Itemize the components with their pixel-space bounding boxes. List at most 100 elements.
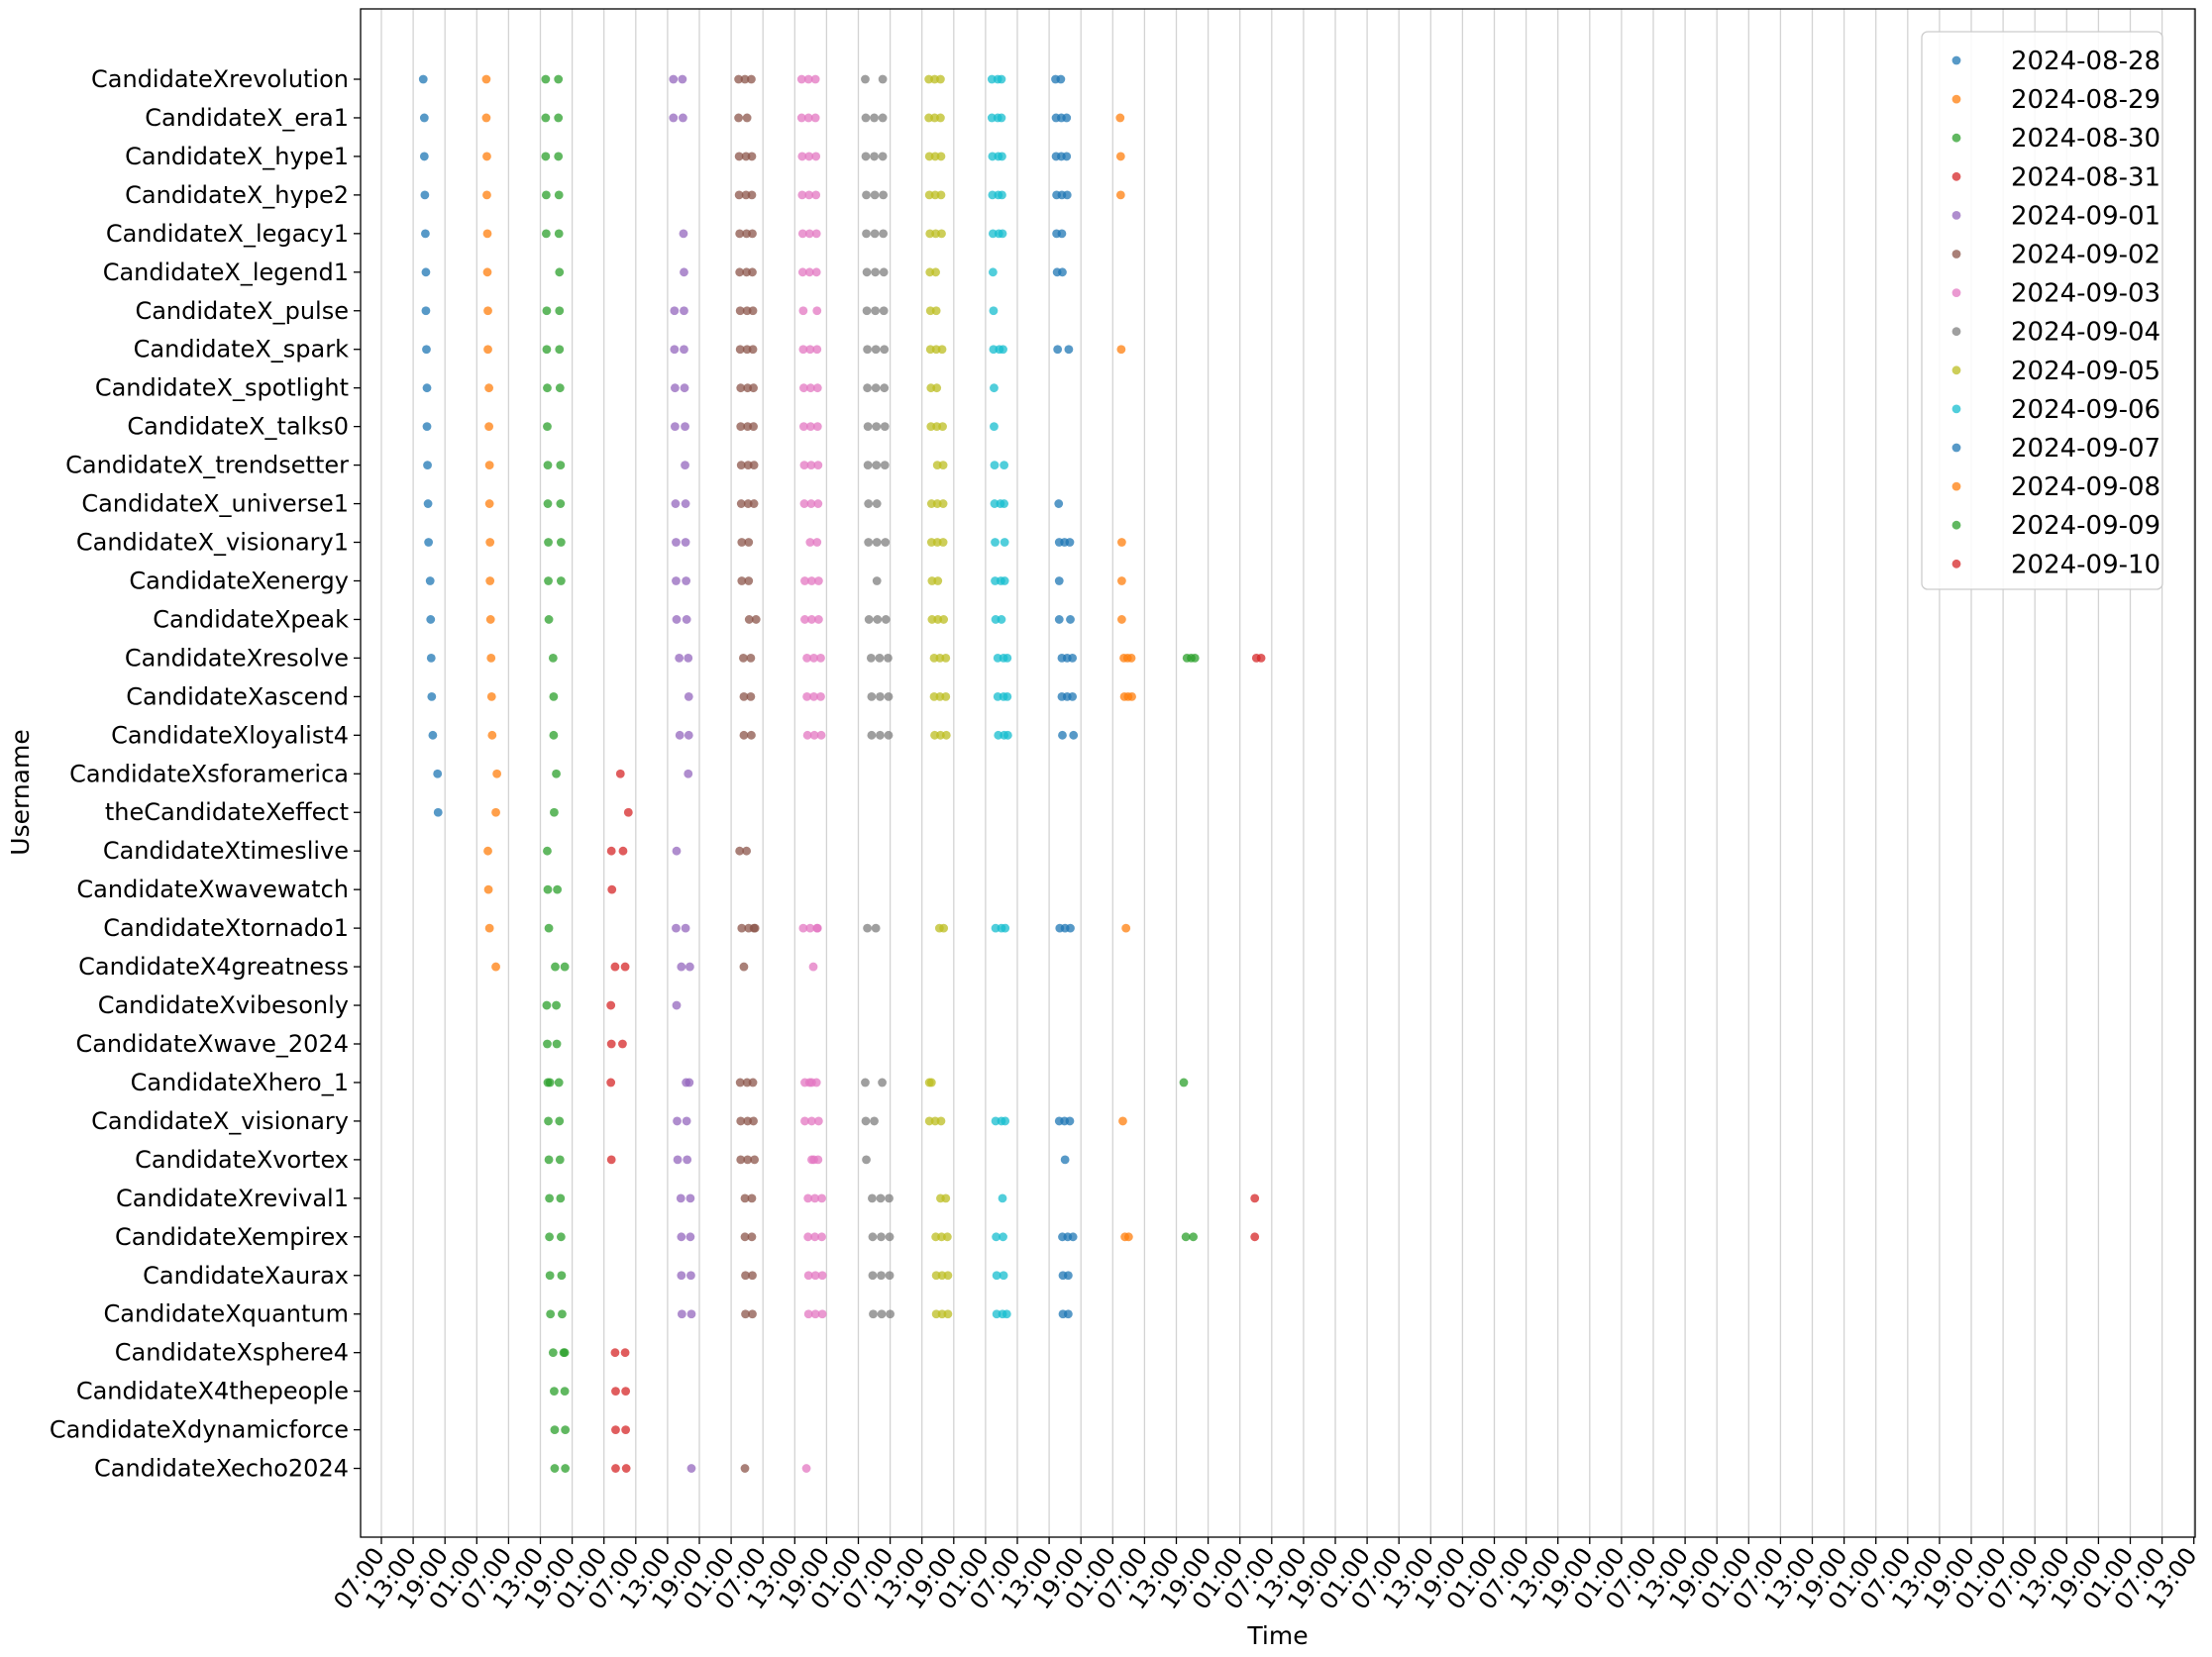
data-point xyxy=(1116,345,1126,355)
legend-box xyxy=(1921,31,2163,590)
data-point xyxy=(871,306,881,316)
data-point xyxy=(736,422,746,432)
data-point xyxy=(484,923,494,933)
data-point xyxy=(545,1193,554,1203)
data-point xyxy=(541,229,551,239)
data-point xyxy=(805,422,815,432)
data-point xyxy=(1127,691,1136,701)
data-point xyxy=(862,229,871,239)
data-point xyxy=(879,306,889,316)
data-point xyxy=(938,422,947,432)
legend-label: 2024-09-04 xyxy=(2011,318,2160,348)
legend-label: 2024-09-05 xyxy=(2011,357,2160,386)
data-point xyxy=(877,1232,886,1242)
data-point xyxy=(680,306,688,316)
data-point xyxy=(618,846,628,856)
data-point xyxy=(799,461,809,469)
data-point xyxy=(555,383,565,393)
data-point xyxy=(677,962,686,972)
data-point xyxy=(685,962,694,972)
data-point xyxy=(939,923,949,933)
legend-label: 2024-09-08 xyxy=(2011,472,2160,502)
y-axis-ticks: CandidateXrevolution CandidateX_era1 Candi… xyxy=(50,65,361,1483)
data-point xyxy=(871,345,881,355)
data-point xyxy=(810,1309,820,1319)
legend-marker xyxy=(1951,288,1961,297)
data-point xyxy=(800,1116,809,1126)
data-point xyxy=(866,654,876,663)
data-point xyxy=(736,499,746,508)
data-point xyxy=(750,923,760,933)
data-point xyxy=(484,383,494,393)
data-point xyxy=(483,345,492,355)
y-tick-label: CandidateXdynamicforce xyxy=(50,1416,349,1444)
data-point xyxy=(541,74,551,84)
data-point xyxy=(620,1348,630,1358)
legend-label: 2024-09-07 xyxy=(2011,434,2160,464)
data-point xyxy=(554,229,564,239)
y-axis-label: Username xyxy=(6,729,35,855)
legend-marker xyxy=(1951,520,1961,530)
data-point xyxy=(560,1387,570,1397)
data-point xyxy=(1001,923,1010,933)
y-tick-label: CandidateXenergy xyxy=(129,567,349,594)
data-point xyxy=(554,74,564,84)
data-point xyxy=(670,383,680,393)
data-point xyxy=(555,345,565,355)
data-point xyxy=(734,113,743,123)
data-point xyxy=(813,461,823,469)
data-point xyxy=(805,345,815,355)
data-point xyxy=(876,691,885,701)
legend-label: 2024-09-01 xyxy=(2011,201,2160,231)
data-point xyxy=(748,1271,757,1281)
data-point xyxy=(813,1155,823,1165)
data-point xyxy=(736,1116,746,1126)
data-point xyxy=(804,229,814,239)
data-point xyxy=(491,962,500,972)
data-point xyxy=(621,1425,631,1434)
data-point xyxy=(681,499,690,508)
data-point xyxy=(740,74,750,84)
data-point xyxy=(482,267,492,277)
data-point xyxy=(808,962,818,972)
plot-frame xyxy=(360,8,2196,1538)
data-point xyxy=(805,383,815,393)
data-point xyxy=(861,152,871,161)
data-point xyxy=(684,691,693,701)
data-point xyxy=(685,1193,695,1203)
data-point xyxy=(491,807,500,817)
y-tick-label: CandidateX_hype1 xyxy=(125,143,349,170)
data-point xyxy=(871,383,881,393)
data-point xyxy=(744,615,754,624)
data-point xyxy=(541,152,551,161)
data-point xyxy=(798,306,808,316)
data-point xyxy=(485,538,495,547)
data-point xyxy=(554,152,564,161)
data-point xyxy=(555,267,565,277)
data-point xyxy=(737,538,747,547)
data-point xyxy=(1002,730,1012,740)
y-tick-label: CandidateXempirex xyxy=(115,1223,349,1251)
data-point xyxy=(427,691,437,701)
data-point xyxy=(813,576,823,585)
data-point xyxy=(433,769,443,778)
data-point xyxy=(816,654,825,663)
data-point xyxy=(813,1116,823,1126)
data-point xyxy=(999,345,1007,355)
data-point xyxy=(943,1309,953,1319)
data-point xyxy=(988,267,998,277)
legend-marker xyxy=(1951,55,1961,65)
data-point xyxy=(802,730,812,740)
data-point xyxy=(939,615,949,624)
data-point xyxy=(734,74,743,84)
y-tick-label: CandidateXvortex xyxy=(135,1146,349,1174)
data-point xyxy=(610,962,620,972)
data-point xyxy=(809,654,818,663)
legend-marker xyxy=(1951,559,1961,569)
data-point xyxy=(684,769,693,778)
data-point xyxy=(926,1078,936,1087)
y-tick-label: theCandidateXeffect xyxy=(105,798,349,826)
data-point xyxy=(875,654,885,663)
data-point xyxy=(556,461,566,469)
data-point xyxy=(1116,615,1126,624)
